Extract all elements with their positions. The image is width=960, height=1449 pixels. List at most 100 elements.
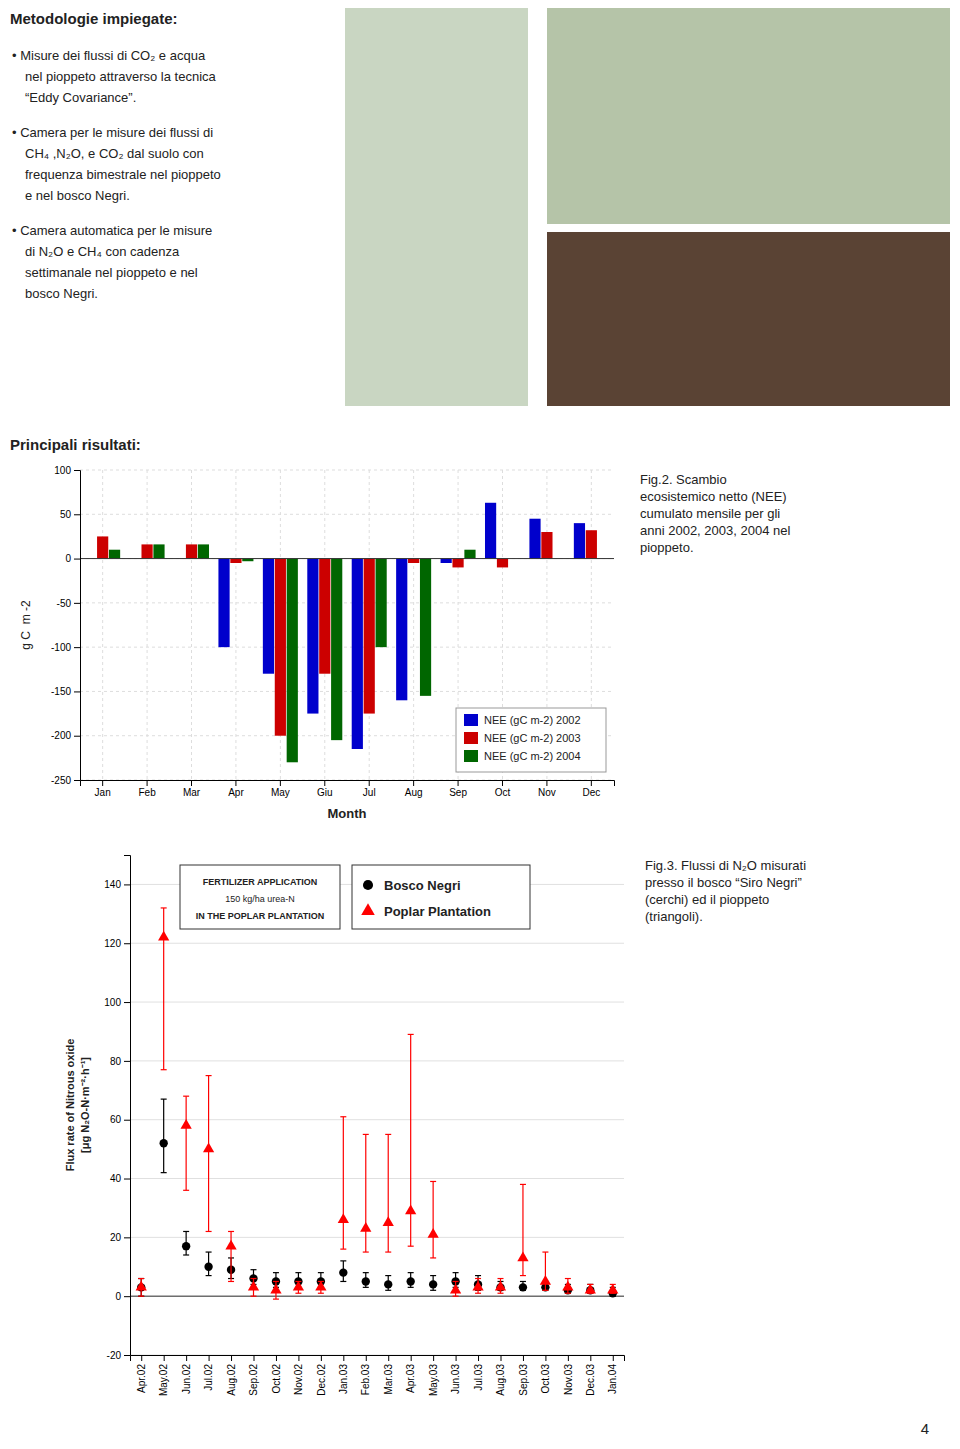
point	[405, 1204, 416, 1214]
x-tick: May	[271, 780, 290, 798]
point	[472, 1281, 483, 1291]
bar	[408, 559, 419, 563]
tick-label: Mar	[183, 787, 201, 798]
point	[384, 1280, 392, 1288]
point	[159, 1139, 167, 1147]
legend-label: Poplar Plantation	[384, 904, 491, 919]
tick-mark	[124, 1002, 130, 1003]
tick-mark	[186, 1355, 187, 1361]
x-tick: Jul.03	[473, 1355, 484, 1391]
point	[585, 1284, 596, 1294]
error-bar-cap	[430, 1290, 436, 1291]
x-tick: Jun.02	[181, 1355, 192, 1394]
point	[406, 1277, 414, 1285]
bar	[319, 559, 330, 674]
grid-line-y	[130, 1060, 624, 1061]
tick-label: Nov.03	[563, 1364, 574, 1395]
tick-mark	[613, 1355, 614, 1361]
point	[360, 1222, 371, 1232]
error-bar-stem	[208, 1076, 209, 1232]
error-bar-stem	[365, 1134, 366, 1252]
legend-symbol	[363, 880, 373, 890]
text-line: di N₂O e CH₄ con cadenza	[25, 244, 180, 259]
marks	[136, 908, 619, 1299]
y-axis-title: Flux rate of Nitrous oxide[μg N₂O-N·m⁻²·…	[64, 1039, 91, 1172]
tick-mark	[413, 780, 414, 786]
text-line: “Eddy Covariance”.	[25, 90, 136, 105]
tick-mark	[324, 780, 325, 786]
point	[248, 1281, 259, 1291]
x-axis: JanFebMarAprMayGiuJulAugSepOctNovDec	[81, 780, 615, 798]
tick-label: 140	[104, 879, 121, 890]
bullet-text: • Camera per le misure dei flussi diCH₄ …	[12, 125, 221, 203]
text-line: 150 kg/ha urea-N	[225, 894, 295, 904]
bar	[364, 559, 375, 714]
tick-mark	[523, 1355, 524, 1361]
text-line: IN THE POPLAR PLANTATION	[196, 911, 325, 921]
annotation: FERTILIZER APPLICATION150 kg/ha urea-NIN…	[196, 877, 325, 921]
tick-label: 20	[110, 1232, 122, 1243]
tick-mark	[74, 514, 80, 515]
text-line: pioppeto.	[640, 540, 694, 555]
grid-line-x	[235, 470, 236, 780]
tick-label: Apr.02	[136, 1364, 147, 1393]
point	[383, 1216, 394, 1226]
error-bar-cap	[273, 1281, 279, 1282]
tick-mark	[458, 780, 459, 786]
x-tick: Oct.02	[271, 1355, 282, 1393]
error-bar-cap	[138, 1278, 144, 1279]
error-bar-cap	[273, 1272, 279, 1273]
grid-line-y	[130, 1119, 624, 1120]
page-number: 4	[921, 1420, 929, 1437]
error-bar-cap	[475, 1275, 481, 1276]
y-tick: -20	[107, 1350, 130, 1361]
y-tick: -50	[57, 598, 80, 609]
x-tick: Jan.03	[338, 1355, 349, 1394]
point	[429, 1280, 437, 1288]
error-bar-cap	[295, 1293, 301, 1294]
tick-mark	[591, 780, 592, 786]
x-tick: Sep.03	[518, 1355, 529, 1396]
image-placeholder	[345, 8, 528, 406]
tick-mark	[164, 1355, 165, 1361]
error-bar-cap	[228, 1231, 234, 1232]
legend-box	[456, 708, 606, 772]
error-bar-cap	[385, 1251, 391, 1252]
grid	[130, 884, 624, 1355]
bar	[218, 559, 229, 648]
grid-line-y	[80, 514, 614, 515]
tick-label: 40	[110, 1173, 122, 1184]
tick-mark	[254, 1355, 255, 1361]
x-tick: May.02	[158, 1355, 169, 1396]
tick-label: -20	[107, 1350, 122, 1361]
y-tick: -100	[51, 642, 80, 653]
tick-mark	[74, 603, 80, 604]
error-bar-cap	[340, 1249, 346, 1250]
tick-mark	[141, 1355, 142, 1361]
tick-mark	[124, 943, 130, 944]
error-bar-cap	[251, 1278, 257, 1279]
grid-line-y	[130, 1178, 624, 1179]
tick-mark	[124, 1179, 130, 1180]
x-tick: Apr	[228, 780, 244, 798]
tick-mark	[124, 1296, 130, 1297]
x-tick: May.03	[428, 1355, 439, 1396]
grid-line-y	[80, 647, 614, 648]
x-axis: Apr.02May.02Jun.02Jul.02Aug.02Sep.02Oct.…	[131, 1355, 625, 1396]
error-bar-cap	[408, 1272, 414, 1273]
bar	[485, 503, 496, 559]
tick-label: Mar.03	[383, 1364, 394, 1395]
error-bar-cap	[183, 1096, 189, 1097]
text-line: CH₄ ,N₂O, e CO₂ dal suolo con	[25, 146, 204, 161]
tick-label: -50	[57, 598, 72, 609]
tick-mark	[501, 1355, 502, 1361]
annotation-frame	[180, 865, 340, 929]
text-line: Principali risultati:	[10, 436, 141, 453]
error-bar-cap	[475, 1278, 481, 1279]
grid-line-y	[80, 691, 614, 692]
bar	[452, 559, 463, 568]
error-bar-stem	[388, 1134, 389, 1252]
y-axis-line	[124, 856, 131, 1356]
point	[519, 1283, 527, 1291]
x-axis-line	[81, 781, 615, 787]
